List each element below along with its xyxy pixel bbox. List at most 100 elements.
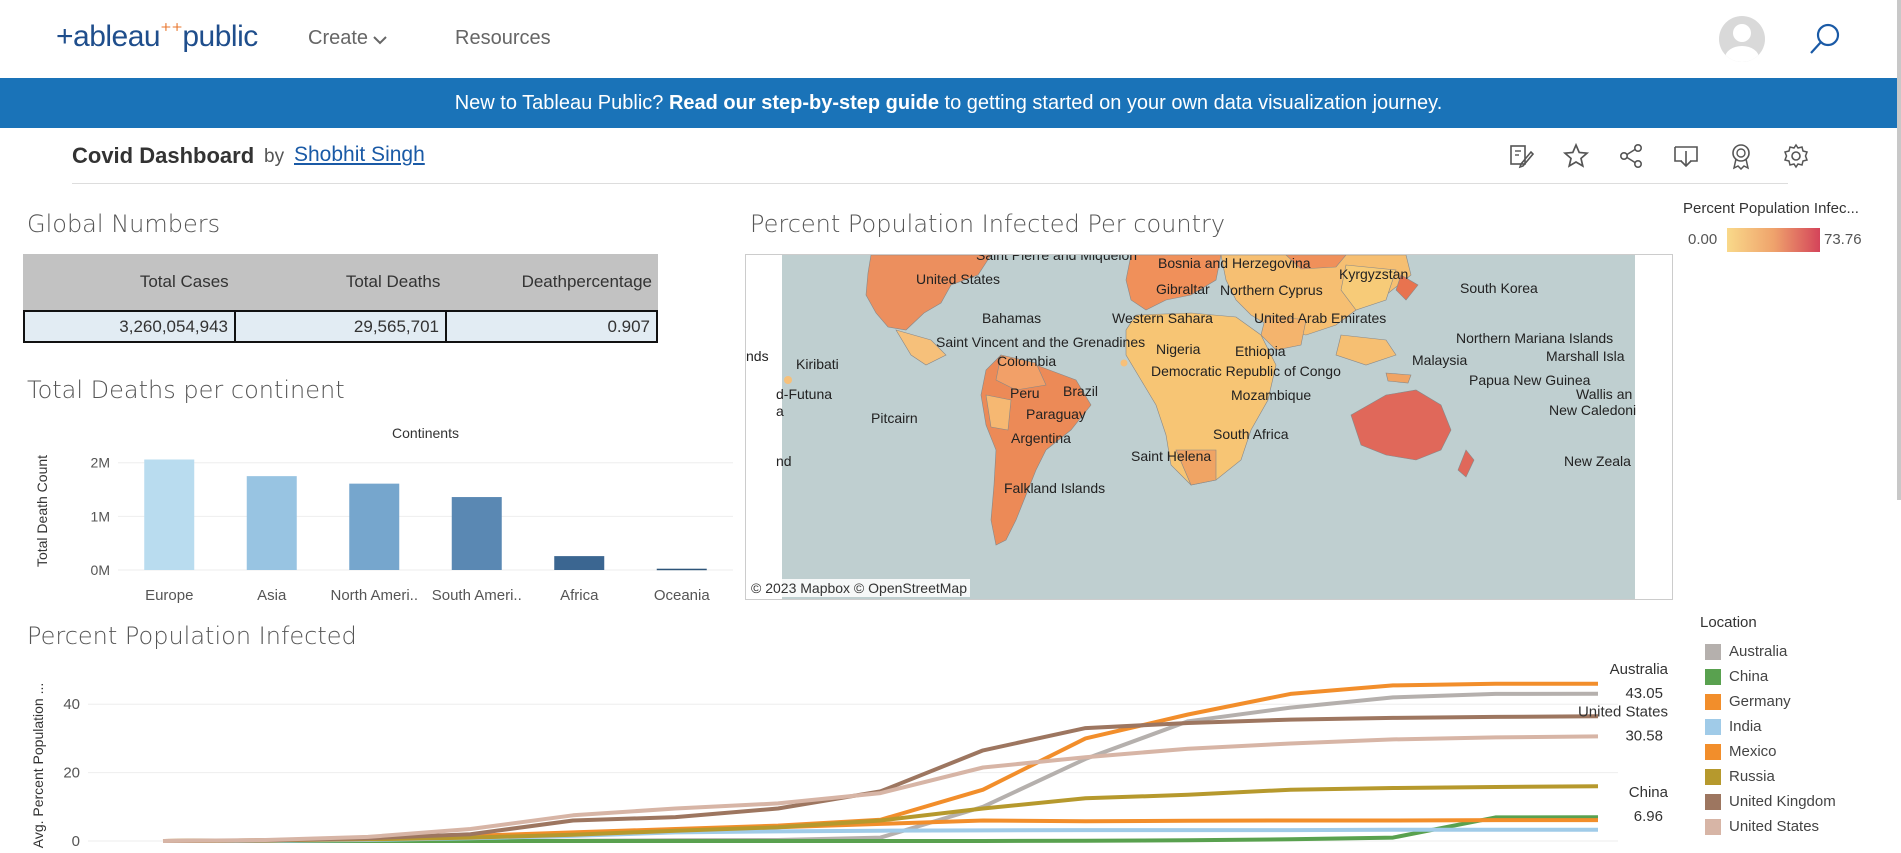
nav-resources-link[interactable]: Resources — [455, 27, 551, 49]
colombia-shape[interactable] — [995, 354, 1047, 391]
bar-category-label: Oceania — [654, 587, 711, 604]
legend-item-australia[interactable]: Australia — [1700, 639, 1836, 664]
russia-shape[interactable] — [1285, 255, 1347, 270]
bar-oceania[interactable] — [656, 568, 707, 571]
page-scrollbar[interactable] — [1897, 0, 1901, 500]
deaths-bar-chart: Continents Total Death Count 0M 1M 2M Europe A… — [34, 425, 733, 604]
value-total-cases: 3,260,054,943 — [25, 312, 236, 341]
bar-asia[interactable] — [246, 476, 297, 570]
legend-label: United Kingdom — [1729, 793, 1836, 810]
edit-icon[interactable] — [1507, 142, 1535, 170]
value-total-deaths: 29,565,701 — [236, 312, 447, 341]
value-death-percentage: 0.907 — [607, 317, 650, 336]
search-icon[interactable] — [1808, 22, 1842, 56]
location-legend-title: Location — [1700, 614, 1757, 631]
legend-swatch — [1705, 693, 1721, 710]
viz-author-link[interactable]: Shobhit Singh — [294, 143, 425, 166]
top-nav: +ableau⁺⁺public Create Resources — [0, 0, 1901, 78]
bar-category-label: Asia — [257, 587, 287, 604]
table-row[interactable]: 3,260,054,943 29,565,701 0.907 — [23, 310, 658, 343]
header-death-percentage: Deathpercentage — [521, 272, 653, 291]
header-total-cases: Total Cases — [139, 272, 229, 291]
line-ytick-label: 20 — [63, 765, 80, 782]
china-shape[interactable] — [1340, 264, 1397, 311]
map-label: Paraguay — [1026, 406, 1086, 422]
tableau-public-logo[interactable]: +ableau⁺⁺public — [56, 18, 258, 53]
bar-europe[interactable] — [144, 459, 195, 570]
legend-swatch — [1705, 743, 1721, 760]
star-favorite-icon[interactable] — [1562, 142, 1590, 170]
peru-shape[interactable] — [985, 394, 1012, 431]
bar-ytick-label: 1M — [91, 508, 110, 524]
korea-japan-shape[interactable] — [1395, 274, 1419, 301]
map-label: Western Sahara — [1112, 310, 1213, 326]
world-map[interactable]: Saint Pierre and Miquelon Bosnia and Her… — [745, 254, 1673, 600]
series-line-mexico[interactable] — [162, 681, 1598, 843]
legend-item-india[interactable]: India — [1700, 714, 1836, 739]
legend-item-united-kingdom[interactable]: United Kingdom — [1700, 789, 1836, 814]
user-avatar[interactable] — [1719, 16, 1765, 62]
deaths-per-continent-title: Total Deaths per continent — [27, 376, 345, 404]
map-label: Saint Helena — [1131, 448, 1211, 464]
line-annotation-value: 43.05 — [1625, 685, 1663, 702]
bar-africa[interactable] — [554, 556, 605, 570]
nav-create-menu[interactable]: Create — [308, 27, 388, 50]
bar-south-ameri-[interactable] — [451, 497, 502, 570]
download-icon[interactable] — [1672, 142, 1700, 170]
line-annotation-label: United States — [1578, 703, 1668, 720]
banner-suffix: to getting started on your own data visu… — [938, 92, 1443, 114]
southeast-asia-shape[interactable] — [1335, 334, 1397, 366]
legend-item-mexico[interactable]: Mexico — [1700, 739, 1836, 764]
badge-award-icon[interactable] — [1727, 142, 1755, 170]
bar-category-label: North Ameri.. — [330, 587, 418, 604]
legend-item-united-states[interactable]: United States — [1700, 814, 1836, 839]
new-zealand-shape[interactable] — [1457, 449, 1475, 478]
line-annotation-value: 30.58 — [1625, 727, 1663, 744]
bar-ytick-label: 2M — [91, 455, 110, 471]
map-label: a — [776, 403, 784, 419]
legend-swatch — [1705, 768, 1721, 785]
legend-item-russia[interactable]: Russia — [1700, 764, 1836, 789]
south-africa-shape[interactable] — [1175, 449, 1217, 486]
banner-guide-link[interactable]: Read our step-by-step guide — [668, 92, 939, 114]
map-label: Bahamas — [982, 310, 1041, 326]
map-canvas[interactable]: Saint Pierre and Miquelon Bosnia and Her… — [746, 255, 1673, 600]
europe-shape[interactable] — [1125, 255, 1222, 311]
map-label: United States — [916, 271, 1000, 287]
map-attribution[interactable]: © 2023 Mapbox © OpenStreetMap — [748, 579, 970, 597]
getting-started-banner: New to Tableau Public? Read our step-by-… — [0, 78, 1897, 128]
map-label: Falkland Islands — [1004, 480, 1105, 496]
australia-shape[interactable] — [1350, 389, 1452, 461]
map-label: Argentina — [1011, 430, 1071, 446]
legend-item-germany[interactable]: Germany — [1700, 689, 1836, 714]
central-america-shape[interactable] — [895, 329, 947, 366]
map-label: Mozambique — [1231, 387, 1311, 403]
legend-item-china[interactable]: China — [1700, 664, 1836, 689]
map-legend-gradient — [1727, 228, 1820, 252]
papua-shape[interactable] — [1385, 372, 1412, 384]
map-label: Papua New Guinea — [1469, 372, 1591, 388]
map-label: nds — [746, 348, 769, 364]
gear-settings-icon[interactable] — [1782, 142, 1810, 170]
legend-swatch — [1705, 668, 1721, 685]
bar-north-ameri-[interactable] — [349, 483, 400, 570]
india-shape[interactable] — [1260, 314, 1307, 351]
map-label: South Africa — [1213, 426, 1289, 442]
line-chart-ylabel: Avg. Percent Population ... — [30, 683, 46, 849]
line-annotation-label: Australia — [1610, 661, 1669, 678]
legend-swatch — [1705, 793, 1721, 810]
north-america-shape[interactable] — [865, 255, 992, 331]
viz-title: Covid Dashboard — [72, 143, 255, 168]
map-label: Kyrgyzstan — [1339, 266, 1408, 282]
bar-chart-title: Continents — [392, 425, 459, 441]
viz-by-label: by — [264, 146, 285, 167]
map-label: Northern Mariana Islands — [1456, 330, 1613, 346]
map-label: New Caledoni — [1549, 402, 1636, 418]
pacific-island-dot[interactable] — [784, 376, 792, 384]
share-icon[interactable] — [1617, 142, 1645, 170]
atlantic-island-dot[interactable] — [1120, 359, 1128, 367]
line-ytick-label: 40 — [63, 696, 80, 713]
map-label: Pitcairn — [871, 410, 918, 426]
map-label: Ethiopia — [1235, 343, 1286, 359]
series-line-united-states[interactable] — [162, 734, 1599, 843]
